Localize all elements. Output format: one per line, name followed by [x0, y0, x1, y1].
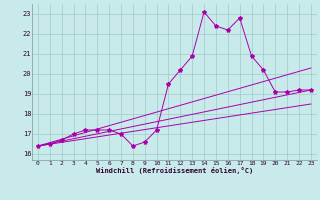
X-axis label: Windchill (Refroidissement éolien,°C): Windchill (Refroidissement éolien,°C) [96, 167, 253, 174]
